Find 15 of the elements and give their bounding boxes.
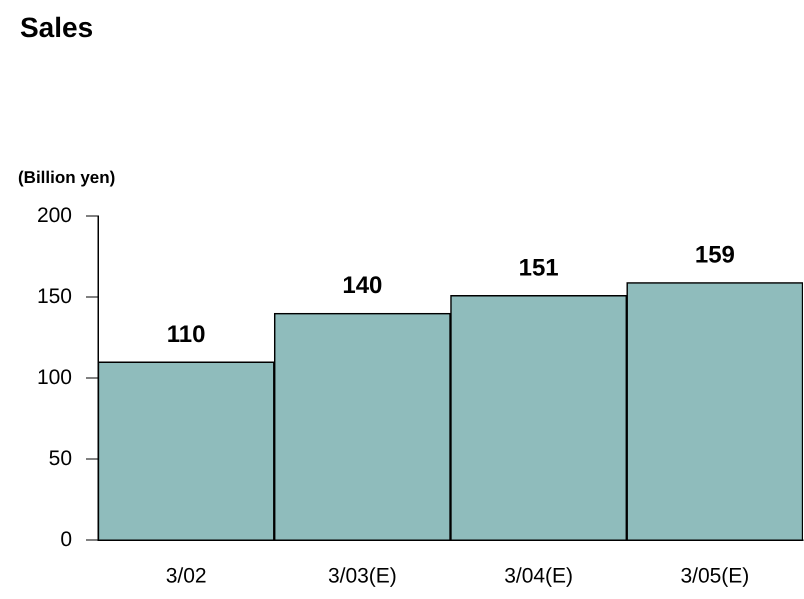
data-label: 140 bbox=[342, 272, 382, 300]
x-tick-label: 3/03(E) bbox=[328, 564, 397, 588]
data-label: 110 bbox=[166, 320, 206, 348]
y-tick-label: 100 bbox=[36, 366, 72, 389]
chart-title: Sales bbox=[20, 12, 94, 43]
y-tick-label: 150 bbox=[36, 284, 72, 308]
y-tick-label: 200 bbox=[36, 204, 72, 227]
y-tick-label: 0 bbox=[60, 528, 72, 551]
x-tick-label: 3/04(E) bbox=[504, 564, 574, 588]
x-tick-label: 3/05(E) bbox=[680, 564, 750, 588]
data-label: 151 bbox=[518, 254, 559, 282]
x-tick-label: 3/02 bbox=[166, 564, 207, 588]
y-axis-title: (Billion yen) bbox=[18, 168, 116, 187]
y-tick-label: 50 bbox=[48, 446, 72, 470]
data-label: 159 bbox=[694, 241, 735, 268]
